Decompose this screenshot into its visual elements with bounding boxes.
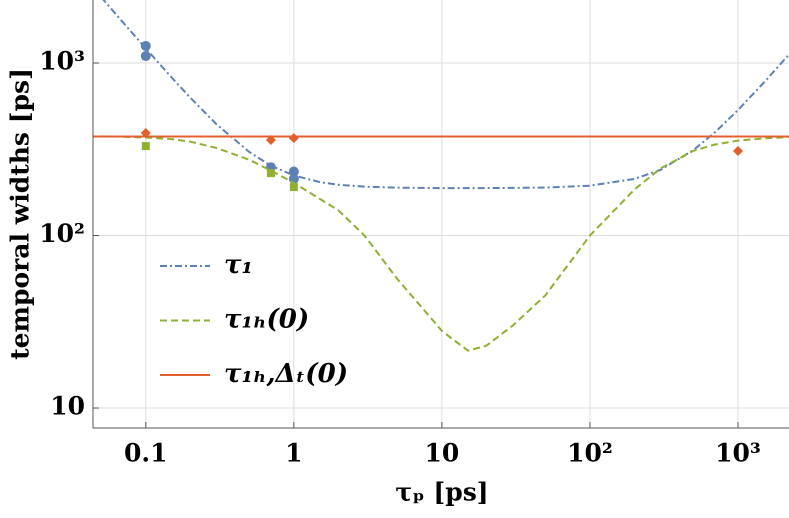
y-tick-label: 10³ (39, 47, 85, 76)
x-tick-label: 10 (425, 439, 460, 468)
data-point (288, 133, 299, 144)
data-point (265, 134, 276, 145)
series-line (102, 0, 789, 190)
legend-label: τ₁ₕ(0) (224, 305, 309, 335)
annotations: 0.1 1 10 10² 10³ 10 10² 10³ τ₁ τ₁ₕ(0) τ₁ₕ,Δₜ(0) (39, 47, 761, 468)
data-point (140, 51, 151, 62)
y-axis-label: temporal widths [ps] (6, 68, 35, 360)
data-point (289, 183, 298, 192)
data-point (733, 146, 744, 157)
data-point (140, 128, 151, 139)
y-tick-label: 10 (50, 392, 85, 421)
x-axis-label: τₚ [ps] (395, 478, 488, 507)
legend-label: τ₁ₕ,Δₜ(0) (224, 359, 348, 389)
x-tick-label: 1 (285, 439, 302, 468)
data-point (266, 169, 275, 178)
x-tick-label: 0.1 (124, 439, 168, 468)
y-tick-label: 10² (39, 219, 85, 248)
data-point (141, 142, 150, 151)
series-line (101, 135, 789, 352)
x-tick-label: 10³ (715, 439, 761, 468)
plot-area (93, 0, 789, 352)
data-point (140, 40, 151, 51)
legend-label: τ₁ (224, 250, 253, 280)
grid (93, 0, 789, 428)
x-tick-label: 10² (567, 439, 613, 468)
data-point (288, 166, 299, 177)
